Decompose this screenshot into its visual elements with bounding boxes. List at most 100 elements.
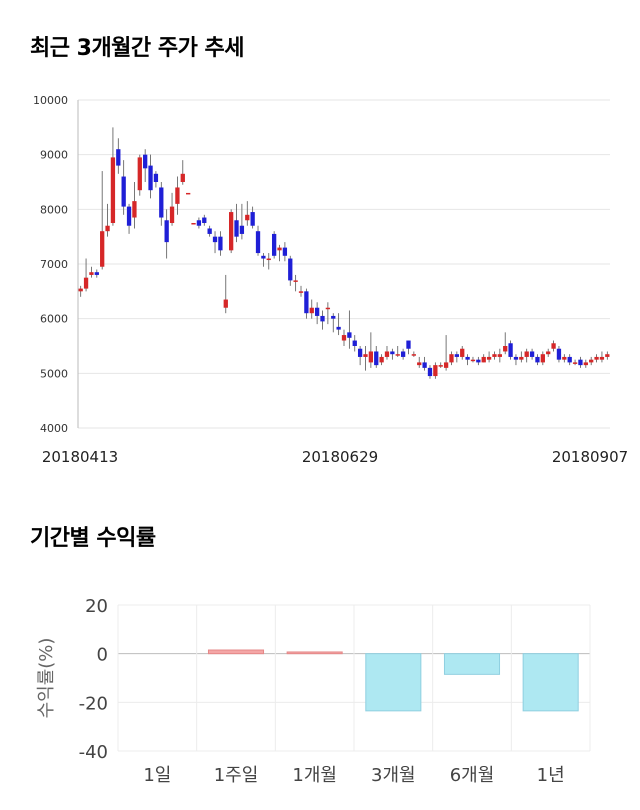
candle-up [449, 354, 454, 363]
candle-down [374, 351, 379, 366]
candle-up [363, 354, 368, 357]
candle-down [239, 225, 245, 234]
candle-up [486, 356, 492, 360]
candle-down [164, 220, 169, 243]
candle-down [126, 206, 132, 226]
candle-up [524, 351, 529, 357]
candle-up [245, 214, 250, 221]
candle-down [529, 351, 535, 357]
candle-up [293, 280, 298, 282]
candle-down [94, 272, 99, 275]
y-tick-label: 5000 [40, 367, 68, 380]
candle-up [78, 288, 83, 292]
candle-up [105, 225, 110, 232]
candle-down [336, 326, 341, 330]
candle-up [470, 359, 476, 362]
candle-down [282, 247, 288, 256]
candle-down [567, 356, 572, 363]
candle-down [304, 291, 309, 314]
candle-down [218, 236, 223, 251]
x-tick-label: 20180413 [42, 448, 118, 466]
candle-up [186, 192, 191, 195]
bar [365, 653, 422, 712]
candle-up [175, 187, 180, 204]
candle-down [508, 343, 513, 357]
candle-down [116, 149, 121, 166]
x-tick-label: 1년 [537, 765, 565, 786]
y-tick-label: 7000 [40, 258, 68, 271]
y-tick-label: 6000 [40, 313, 68, 326]
candle-up [546, 351, 551, 355]
candle-down [513, 356, 519, 360]
candle-up [562, 356, 567, 360]
candle-down [212, 236, 218, 243]
candle-up [551, 343, 556, 349]
y-tick-label: 9000 [40, 149, 68, 162]
x-tick-label: 1개월 [292, 765, 337, 786]
bar [522, 653, 579, 712]
candle-down [400, 351, 406, 357]
candle-down [202, 217, 207, 223]
candle-down [314, 307, 320, 316]
candle-up [132, 201, 137, 218]
candle-up [169, 206, 175, 223]
candle-down [357, 348, 363, 357]
candle-down [234, 220, 239, 237]
candle-up [433, 365, 438, 377]
candle-down [578, 359, 583, 366]
candle-up [417, 362, 422, 366]
candle-down [159, 187, 164, 218]
candle-up [460, 348, 465, 357]
candle-up [89, 272, 94, 275]
candle-down [331, 315, 336, 319]
candle-down [465, 356, 470, 360]
candle-up [368, 351, 374, 363]
candle-down [347, 332, 352, 338]
candle-up [411, 354, 417, 356]
candle-up [309, 307, 314, 314]
candle-up [223, 299, 228, 308]
y-tick-label: -20 [79, 693, 108, 714]
candle-down [320, 315, 325, 322]
candle-up [137, 157, 142, 191]
candle-up [540, 354, 545, 363]
candle-up [605, 354, 610, 357]
candle-down [196, 220, 202, 226]
candle-down [153, 173, 159, 182]
candle-up [83, 277, 89, 289]
bar [286, 651, 343, 655]
candle-down [250, 212, 255, 226]
candle-up [266, 258, 271, 261]
y-tick-label: 4000 [40, 422, 68, 435]
candle-down [390, 351, 395, 355]
x-tick-label: 20180907 [552, 448, 628, 466]
candle-up [572, 362, 578, 364]
x-tick-label: 1주일 [214, 765, 259, 786]
candle-up [379, 356, 384, 363]
y-tick-label: -40 [79, 742, 108, 763]
y-tick-label: 0 [97, 645, 108, 666]
returns-chart-title: 기간별 수익률 [30, 526, 156, 551]
candle-up [100, 231, 105, 267]
candle-up [384, 351, 390, 357]
candle-down [207, 228, 212, 234]
x-tick-label: 20180629 [302, 448, 378, 466]
candle-up [395, 354, 400, 356]
candle-up [583, 362, 588, 366]
candle-up [438, 365, 443, 367]
candle-down [535, 356, 540, 363]
candle-down [476, 359, 481, 363]
candle-down [422, 362, 427, 368]
bar [443, 653, 501, 675]
candle-up [443, 362, 449, 368]
candle-down [288, 258, 293, 281]
candle-up [589, 359, 594, 363]
x-tick-label: 6개월 [450, 765, 495, 786]
candle-down [406, 340, 411, 349]
candle-down [556, 348, 562, 360]
candle-down [121, 176, 126, 207]
candle-up [492, 354, 497, 357]
y-tick-label: 8000 [40, 203, 68, 216]
candle-down [261, 255, 266, 259]
y-axis-label: 수익률(%) [36, 638, 57, 719]
